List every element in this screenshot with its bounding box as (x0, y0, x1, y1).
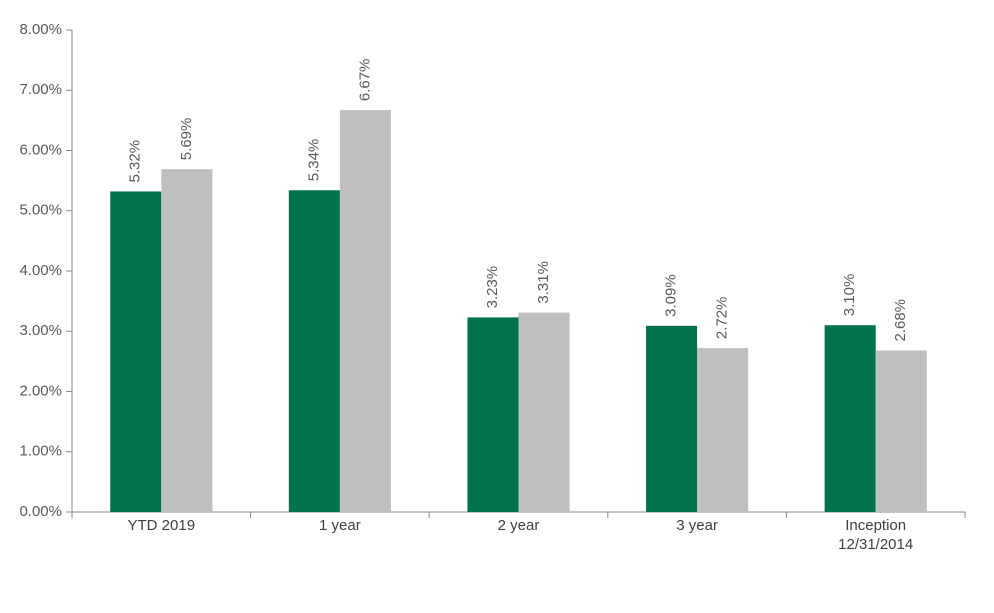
y-tick-label: 4.00% (19, 262, 62, 279)
value-label: 3.31% (535, 261, 552, 304)
value-label: 5.32% (127, 140, 144, 183)
value-label: 3.23% (484, 266, 501, 309)
bar (824, 325, 876, 512)
y-tick-label: 6.00% (19, 141, 62, 158)
value-label: 2.72% (714, 297, 731, 340)
y-tick-label: 0.00% (19, 503, 62, 520)
bar (518, 312, 570, 512)
bar (697, 348, 749, 512)
y-tick-label: 5.00% (19, 202, 62, 219)
bar (875, 350, 927, 512)
x-tick-label: YTD 2019 (127, 517, 196, 534)
x-tick-label: 3 year (676, 517, 718, 534)
value-label: 5.34% (305, 139, 322, 182)
x-tick-label: 2 year (497, 517, 540, 534)
bar (110, 191, 162, 512)
bar (339, 110, 391, 512)
x-tick-label: Inception 12/31/2014 (838, 517, 914, 553)
bar (646, 325, 698, 512)
value-label: 6.67% (356, 59, 373, 102)
x-tick-label: 1 year (319, 517, 361, 534)
y-tick-label: 1.00% (19, 443, 62, 460)
y-tick-label: 8.00% (19, 21, 62, 38)
value-label: 5.69% (178, 118, 195, 161)
value-label: 3.10% (841, 274, 858, 317)
y-tick-label: 2.00% (19, 382, 62, 399)
bar (467, 317, 519, 512)
bar (288, 190, 340, 512)
value-label: 3.09% (663, 274, 680, 317)
y-tick-label: 3.00% (19, 322, 62, 339)
y-tick-label: 7.00% (19, 81, 62, 98)
bar (161, 169, 213, 513)
value-label: 2.68% (892, 299, 909, 342)
